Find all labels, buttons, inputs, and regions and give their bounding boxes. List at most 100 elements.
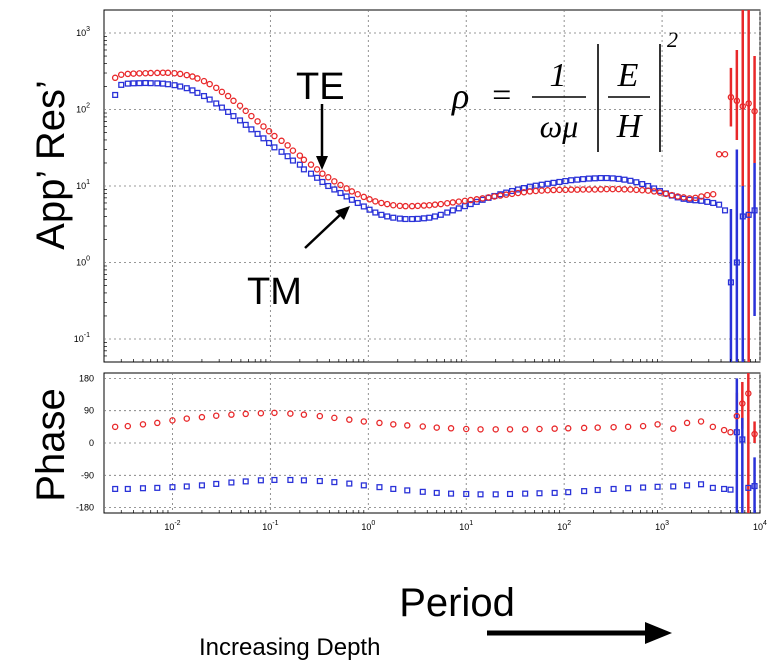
te-resistivity-point [709, 191, 717, 198]
te-resistivity-point [485, 194, 492, 201]
tm-resistivity-point [467, 201, 474, 208]
te-resistivity-point [230, 97, 237, 105]
tm-phase-point [610, 485, 617, 492]
te-phase-point [257, 409, 265, 417]
te-phase-point [228, 411, 235, 418]
tm-resistivity-point [538, 181, 545, 188]
te-resistivity-point [437, 200, 445, 208]
te-resistivity-point [331, 178, 338, 185]
te-resistivity-point [449, 199, 457, 206]
te-resistivity-point [383, 200, 391, 208]
te-resistivity-point [300, 156, 308, 164]
te-resistivity-point [704, 191, 711, 199]
te-resistivity-point [467, 196, 474, 204]
x-tick-label: 104 [753, 520, 767, 532]
te-phase-point [639, 422, 647, 430]
te-resistivity-point [621, 186, 628, 193]
tm-resistivity-point [384, 213, 391, 220]
te-phase-point [654, 421, 661, 428]
te-resistivity-point [319, 170, 326, 177]
te-resistivity-point [497, 192, 504, 199]
formula-h: H [616, 108, 644, 145]
te-phase-point [447, 425, 455, 432]
te-phase-point [720, 426, 728, 434]
tm-resistivity-point [236, 117, 244, 124]
tm-phase-point [625, 485, 632, 492]
tm-phase-point [346, 480, 353, 487]
tm-resistivity-point [437, 211, 444, 218]
te-resistivity-point [414, 202, 422, 210]
tm-phase-point [581, 488, 588, 495]
tm-phase-point [198, 482, 205, 489]
te-phase-point [697, 418, 705, 425]
te-phase-point [477, 426, 484, 433]
tm-resistivity-point [580, 176, 587, 183]
te-resistivity-point [751, 107, 758, 115]
te-resistivity-point [455, 198, 463, 205]
tm-resistivity-point [520, 185, 528, 192]
te-phase-point [287, 410, 294, 417]
tm-phase-point [551, 489, 558, 496]
tm-phase-point [733, 429, 740, 436]
tm-resistivity-point [692, 197, 699, 204]
te-resistivity-point [656, 189, 664, 196]
tm-phase-point [594, 486, 601, 494]
tm-resistivity-point [710, 199, 717, 207]
depth-arrow-head [645, 622, 672, 644]
te-resistivity-point [307, 161, 315, 168]
te-resistivity-point [242, 107, 249, 115]
tm-phase-point [271, 476, 278, 484]
tm-resistivity-point [154, 80, 161, 87]
tm-resistivity-point [194, 89, 201, 96]
te-resistivity-point [638, 186, 646, 194]
tm-annotation: TM [247, 271, 302, 313]
tm-resistivity-point [147, 80, 154, 87]
te-phase-point [624, 423, 632, 431]
te-phase-point [376, 419, 383, 427]
te-resistivity-point [248, 112, 255, 120]
te-resistivity-point [325, 174, 332, 181]
te-resistivity-point [212, 84, 220, 92]
x-tick-label: 10-2 [164, 520, 180, 532]
te-phase-point [300, 411, 308, 418]
phase-y-tick-label: 0 [89, 438, 94, 448]
te-resistivity-point [733, 97, 741, 105]
te-resistivity-point [721, 151, 729, 158]
tm-phase-point [654, 483, 661, 490]
te-resistivity-point [147, 69, 154, 77]
tm-resistivity-point [704, 198, 711, 205]
te-phase-point [242, 410, 249, 418]
tm-resistivity-point [733, 259, 740, 266]
tm-resistivity-point [124, 80, 131, 87]
tm-resistivity-point [473, 198, 480, 205]
tm-resistivity-point [544, 180, 551, 187]
te-phase-point [139, 421, 147, 428]
te-phase-point [492, 426, 499, 433]
te-resistivity-point [390, 202, 397, 209]
tm-resistivity-point [721, 207, 729, 214]
te-phase-point [521, 426, 529, 433]
tm-phase-point [300, 477, 307, 484]
te-resistivity-point [296, 152, 304, 159]
tm-resistivity-point [284, 153, 291, 160]
tm-resistivity-point [118, 81, 125, 88]
tm-arrow-head [335, 206, 350, 220]
te-resistivity-point [117, 71, 125, 78]
tm-resistivity-point [200, 92, 208, 100]
period-x-axis-label: Period [399, 581, 515, 625]
te-resistivity-point [111, 74, 119, 82]
tm-resistivity-point [426, 214, 433, 221]
tm-resistivity-point [337, 189, 344, 197]
tm-arrow-shaft [304, 213, 342, 249]
te-resistivity-point [313, 166, 321, 173]
resistivity-y-ticks: 103 102 101 100 10-1 [74, 9, 107, 363]
formula-equals: = [490, 77, 513, 114]
te-resistivity-point [366, 196, 373, 203]
te-phase-point [739, 400, 746, 407]
x-tick-label: 101 [459, 520, 473, 532]
te-resistivity-point [739, 103, 747, 110]
te-phase-point [669, 425, 677, 432]
tm-resistivity-point [348, 196, 355, 203]
te-resistivity-point [218, 88, 226, 96]
tm-phase-point [112, 485, 119, 492]
